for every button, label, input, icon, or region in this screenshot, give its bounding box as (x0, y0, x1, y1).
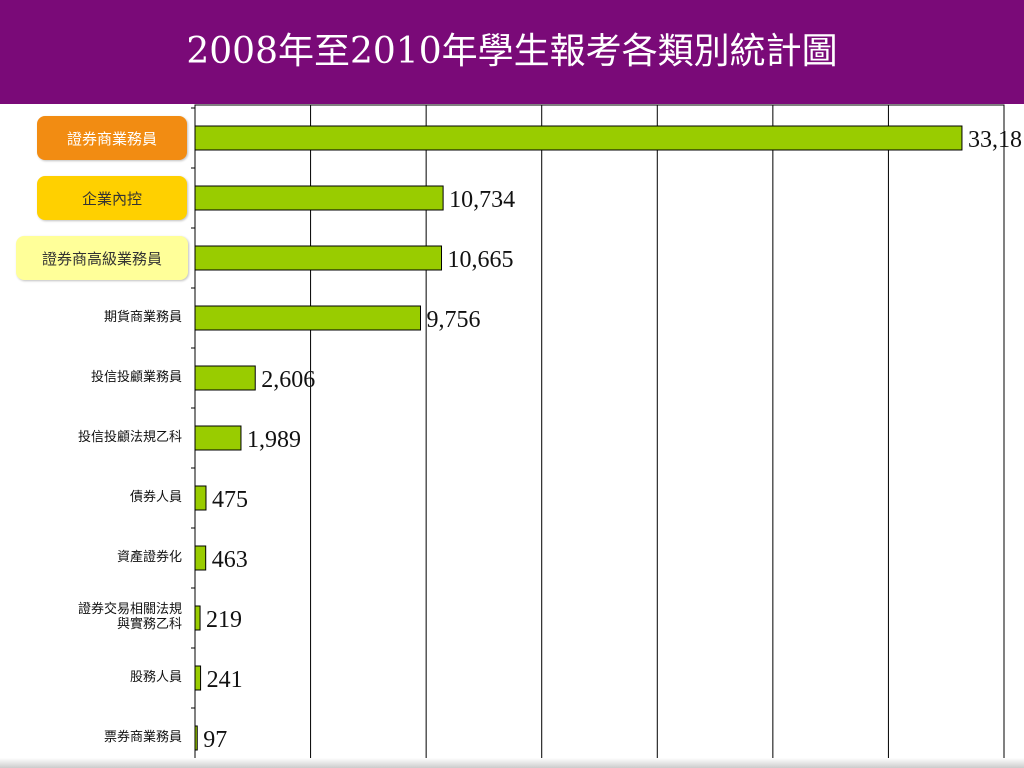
category-label: 股務人員 (129, 669, 182, 685)
category-label: 資產證券化 (116, 549, 182, 565)
data-label: 241 (207, 667, 243, 693)
data-label: 2,606 (261, 367, 315, 393)
category-label-highlight: 證券商業務員 (37, 116, 187, 160)
bar (194, 245, 443, 271)
bar (194, 605, 201, 631)
plot-area (194, 104, 1005, 767)
title-banner: 2008年至2010年學生報考各類別統計圖 (0, 0, 1024, 104)
bar (194, 545, 207, 571)
category-label: 投信投顧法規乙科 (77, 429, 182, 445)
data-label: 475 (212, 487, 248, 513)
data-label: 9,756 (427, 307, 481, 333)
data-label: 1,989 (247, 427, 301, 453)
bottom-shadow (0, 758, 1024, 768)
bar (194, 125, 963, 151)
bar (194, 305, 422, 331)
data-label: 10,665 (448, 247, 514, 273)
category-label: 期貨商業務員 (103, 309, 182, 325)
category-label: 證券交易相關法規 與實務乙科 (77, 602, 182, 632)
data-label: 33,181 (968, 127, 1024, 153)
data-label: 463 (212, 547, 248, 573)
bar (194, 665, 202, 691)
data-label: 10,734 (449, 187, 515, 213)
data-label: 97 (203, 727, 227, 753)
category-label: 投信投顧業務員 (90, 369, 182, 385)
bar (194, 425, 242, 451)
bar (194, 725, 198, 751)
bar (194, 485, 207, 511)
bar (194, 365, 256, 391)
page-title: 2008年至2010年學生報考各類別統計圖 (186, 31, 838, 72)
category-label-highlight: 企業內控 (37, 176, 187, 220)
bar (194, 185, 444, 211)
category-label: 票券商業務員 (103, 729, 182, 745)
category-label-highlight: 證券商高級業務員 (16, 236, 188, 280)
category-label: 債券人員 (129, 489, 182, 505)
data-label: 219 (206, 607, 242, 633)
